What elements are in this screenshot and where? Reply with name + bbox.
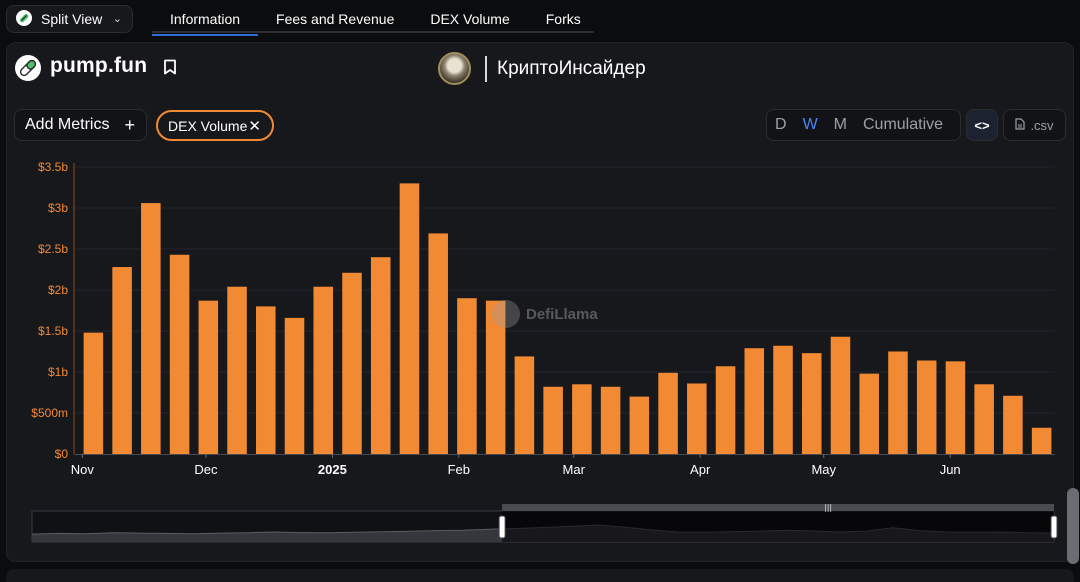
defillama-watermark: DefiLlama: [492, 300, 598, 328]
embed-code-button[interactable]: <>: [966, 109, 998, 141]
plus-icon: +: [124, 115, 135, 135]
brush-handle-left[interactable]: [498, 515, 506, 539]
interval-cumulative[interactable]: Cumulative: [863, 116, 944, 133]
bar: [169, 254, 190, 454]
y-tick-label: $3b: [48, 201, 68, 215]
bar: [313, 286, 334, 454]
bar: [370, 257, 391, 454]
metric-chip-dex-volume[interactable]: DEX Volume ✕: [156, 110, 274, 141]
pump-fun-logo-icon: [15, 55, 41, 81]
dex-volume-chart: $0 $500m $1b $1.5b $2b $2.5b $3b $3.5b Nov Dec 202…: [31, 160, 1058, 543]
bar: [1003, 395, 1023, 454]
tab-forks[interactable]: Forks: [545, 11, 581, 27]
bar: [744, 348, 765, 454]
bookmark-icon[interactable]: [163, 59, 177, 80]
watermark-text: DefiLlama: [526, 305, 598, 323]
metric-chip-label: DEX Volume: [168, 117, 248, 134]
bar: [1031, 427, 1052, 454]
bar: [543, 386, 563, 454]
x-tick-label: Mar: [563, 462, 586, 477]
interval-month[interactable]: M: [833, 116, 847, 133]
author-divider: [485, 56, 487, 82]
code-icon: <>: [974, 117, 990, 133]
author-avatar: [438, 52, 471, 85]
bar: [830, 336, 851, 454]
bar: [457, 298, 477, 454]
y-tick-label: $2.5b: [38, 242, 68, 256]
tab-fees-and-revenue[interactable]: Fees and Revenue: [276, 11, 395, 27]
interval-week[interactable]: W: [802, 116, 818, 133]
x-tick-label: Dec: [194, 462, 218, 477]
split-view-icon: [15, 9, 33, 30]
bar: [227, 286, 247, 454]
y-tick-label: $1b: [48, 365, 68, 379]
y-tick-label: $0: [55, 447, 69, 461]
x-tick-label: Feb: [448, 462, 470, 477]
file-icon: [1015, 117, 1026, 133]
bar: [945, 361, 966, 454]
bar: [342, 272, 362, 454]
download-csv-button[interactable]: .csv: [1003, 109, 1066, 141]
bar: [428, 233, 448, 454]
tabs-underline: [152, 31, 594, 33]
project-title: pump.fun: [50, 54, 148, 77]
bar: [629, 396, 650, 454]
brush-selection: [502, 511, 1054, 542]
bar: [198, 300, 219, 454]
add-metrics-button[interactable]: Add Metrics +: [14, 109, 147, 141]
bar: [859, 373, 879, 454]
x-tick-label: May: [811, 462, 836, 477]
close-icon[interactable]: ✕: [248, 118, 261, 135]
x-tick-label: Apr: [690, 462, 711, 477]
x-tick-label: Jun: [940, 462, 961, 477]
interval-day[interactable]: D: [775, 116, 787, 133]
x-tick-label: 2025: [318, 462, 347, 477]
bar: [658, 372, 678, 454]
add-metrics-label: Add Metrics: [25, 116, 110, 133]
bar: [888, 351, 908, 454]
brush-drag-bar: [502, 504, 1054, 511]
split-view-dropdown[interactable]: Split View ⌄: [6, 5, 133, 33]
page-scrollbar[interactable]: [1067, 488, 1079, 564]
bar: [256, 306, 276, 454]
bar: [485, 300, 506, 454]
csv-label: .csv: [1030, 117, 1054, 133]
defillama-logo-icon: [492, 300, 520, 328]
y-tick-label: $500m: [31, 406, 68, 420]
x-tick-label: Nov: [71, 462, 95, 477]
split-view-label: Split View: [41, 11, 103, 27]
bar: [141, 203, 161, 454]
author-name: КриптоИнсайдер: [497, 58, 646, 79]
bar: [600, 386, 621, 454]
chevron-down-icon: ⌄: [112, 13, 122, 25]
bar: [284, 317, 305, 454]
bar: [112, 267, 132, 454]
bar: [399, 183, 420, 454]
bar: [572, 384, 592, 454]
brush-handle-right[interactable]: [1050, 515, 1058, 539]
y-tick-label: $1.5b: [38, 324, 68, 338]
top-nav: Split View ⌄ Information Fees and Revenu…: [0, 0, 1080, 38]
tab-dex-volume[interactable]: DEX Volume: [430, 11, 510, 27]
y-tick-label: $3.5b: [38, 160, 68, 174]
bar: [715, 366, 736, 454]
bar: [916, 360, 937, 454]
y-tick-label: $2b: [48, 283, 68, 297]
bar: [83, 332, 104, 454]
tab-information[interactable]: Information: [152, 5, 259, 36]
bar: [514, 356, 535, 454]
bar: [773, 345, 793, 454]
bar: [687, 383, 707, 454]
brush-grip-icon: |||: [824, 503, 832, 512]
bar: [801, 353, 822, 454]
bar: [974, 384, 994, 454]
next-panel-edge: [6, 569, 1074, 582]
interval-selector: D W M Cumulative: [766, 109, 961, 141]
tab-bar: Information Fees and Revenue DEX Volume …: [152, 5, 599, 36]
